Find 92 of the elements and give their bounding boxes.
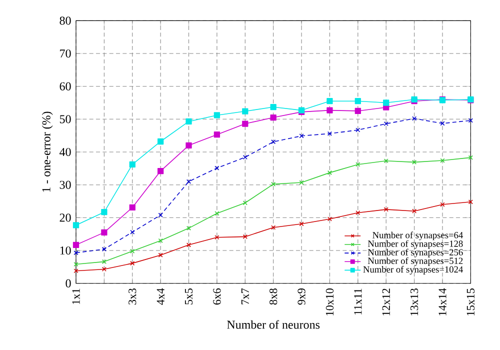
point <box>186 118 192 125</box>
x-axis-title: Number of neurons <box>227 320 320 329</box>
point <box>354 108 361 114</box>
point <box>412 208 417 214</box>
point <box>72 222 80 228</box>
x-tick-label: 9x9 <box>298 288 306 305</box>
x-tick-label: 1x1 <box>72 288 80 304</box>
point <box>102 259 106 264</box>
point <box>101 229 108 236</box>
point <box>130 248 135 254</box>
point <box>74 250 78 256</box>
point <box>299 134 304 138</box>
point <box>158 138 164 145</box>
point <box>412 160 417 164</box>
point <box>242 108 248 114</box>
point <box>102 246 106 252</box>
point <box>299 180 304 185</box>
point <box>271 182 276 186</box>
point <box>270 114 276 121</box>
point <box>130 261 135 266</box>
point <box>130 230 135 234</box>
x-tick-label: 10x10 <box>326 288 334 316</box>
legend-label: Number of synapses=128 <box>368 240 463 249</box>
point <box>383 100 390 106</box>
point <box>384 158 388 164</box>
point <box>214 166 220 170</box>
x-tick-label: 7x7 <box>241 288 249 304</box>
point <box>214 235 220 240</box>
point <box>242 120 248 127</box>
point <box>468 118 473 123</box>
point <box>440 202 445 207</box>
point <box>271 140 276 144</box>
x-tick-label: 5x5 <box>184 288 193 304</box>
point <box>242 234 248 239</box>
point <box>440 121 445 126</box>
point <box>214 112 220 118</box>
y-tick-label: 20 <box>60 214 71 222</box>
point <box>158 252 163 258</box>
y-tick-label: 50 <box>60 115 71 124</box>
point <box>384 121 388 126</box>
point <box>327 170 332 175</box>
y-tick-label: 40 <box>60 148 71 156</box>
point <box>186 242 192 248</box>
y-axis-title: 1 - one-error (%) <box>42 112 53 192</box>
legend-label: Number of synapses=1024 <box>363 266 463 274</box>
point <box>326 98 333 104</box>
point <box>356 210 360 216</box>
point <box>186 226 192 230</box>
point <box>158 238 163 243</box>
y-tick-label: 70 <box>60 49 71 58</box>
point <box>384 207 388 212</box>
point <box>326 107 333 114</box>
y-tick-label: 30 <box>60 180 71 189</box>
point <box>271 225 276 230</box>
x-tick-label: 14x14 <box>438 288 446 316</box>
point <box>158 212 163 218</box>
x-tick-label: 8x8 <box>270 288 278 305</box>
point <box>270 104 276 110</box>
point <box>214 211 220 216</box>
y-tick-label: 0 <box>66 279 71 288</box>
point <box>327 131 332 136</box>
y-tick-label: 10 <box>60 246 71 255</box>
point <box>440 158 445 163</box>
point <box>412 116 417 121</box>
x-tick-label: 3x3 <box>128 288 136 304</box>
point <box>72 242 80 248</box>
point <box>186 142 192 148</box>
y-tick-label: 60 <box>60 82 71 90</box>
x-tick-label: 11x11 <box>354 288 362 315</box>
legend-label: Number of synapses=256 <box>368 248 463 258</box>
point <box>356 162 360 167</box>
point <box>299 222 304 226</box>
point <box>354 98 361 104</box>
x-tick-label: 12x12 <box>382 288 390 316</box>
point <box>129 204 136 211</box>
point <box>101 209 108 216</box>
point <box>129 161 136 168</box>
x-tick-label: 13x13 <box>410 288 418 316</box>
x-tick-label: 15x15 <box>466 288 474 316</box>
point <box>327 216 332 222</box>
legend-label: Number of synapses=64 <box>372 232 463 240</box>
x-tick-label: 4x4 <box>156 288 164 305</box>
point <box>186 179 192 184</box>
point <box>102 266 106 272</box>
x-tick-label: 6x6 <box>213 288 221 305</box>
point <box>214 132 220 138</box>
point <box>158 168 164 174</box>
point <box>242 154 248 160</box>
y-tick-label: 80 <box>60 16 71 25</box>
legend-label: Number of synapses=512 <box>368 257 463 266</box>
point <box>242 200 248 206</box>
point <box>356 128 360 132</box>
